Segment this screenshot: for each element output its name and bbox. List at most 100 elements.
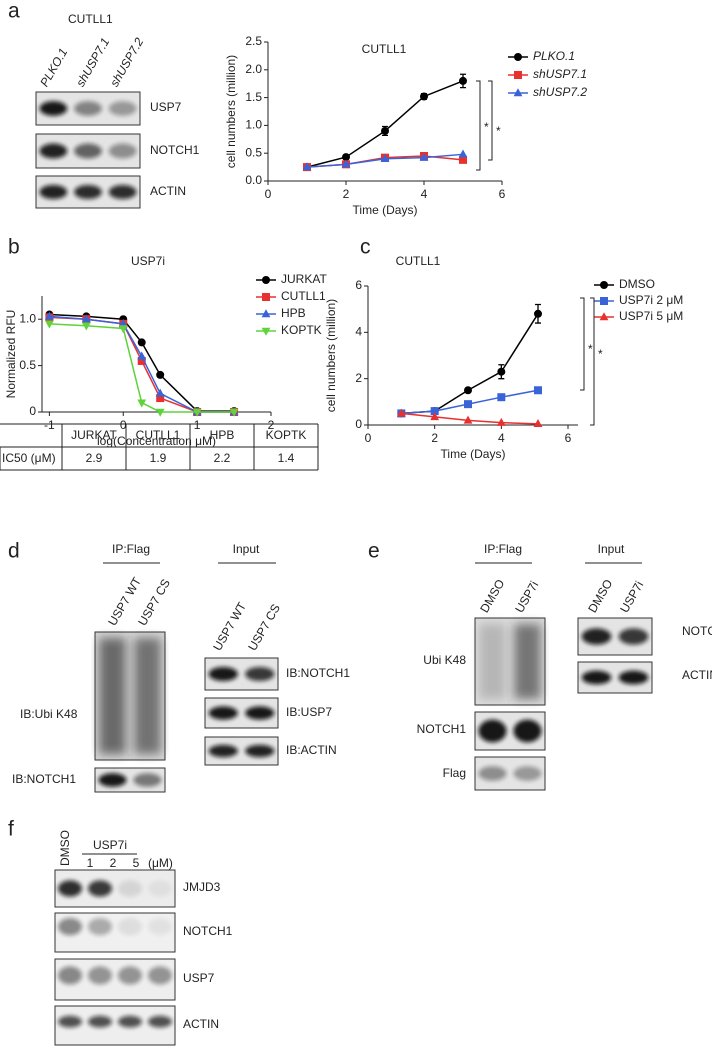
blot-label: USP7 xyxy=(150,100,182,114)
marker xyxy=(262,293,270,301)
legend-label: DMSO xyxy=(619,277,655,291)
blot-band xyxy=(245,706,275,720)
blot-label: IB:NOTCH1 xyxy=(286,666,350,680)
marker xyxy=(458,149,468,158)
marker xyxy=(430,407,439,416)
blot-band xyxy=(98,773,127,787)
blot-band xyxy=(58,918,82,936)
blot-band xyxy=(88,918,112,936)
table-cell: 2.2 xyxy=(214,451,231,465)
marker xyxy=(497,367,506,376)
legend-label: shUSP7.2 xyxy=(533,85,587,99)
table-header: KOPTK xyxy=(266,428,307,442)
blot-label: IB:Ubi K48 xyxy=(20,707,78,721)
x-tick-label: 0 xyxy=(365,431,372,445)
y-axis-label: cell numbers (million) xyxy=(224,55,238,168)
significance-mark: * xyxy=(588,342,593,356)
blot-band xyxy=(108,184,137,200)
legend-label: PLKO.1 xyxy=(533,49,575,63)
dose-label: 1 xyxy=(87,856,94,870)
blot-label: JMJD3 xyxy=(183,880,221,894)
blot-smear xyxy=(99,638,126,754)
marker xyxy=(155,408,165,417)
chart-title: CUTLL1 xyxy=(362,42,407,56)
blot-label: IB:NOTCH1 xyxy=(12,772,76,786)
lane-label: shUSP7.1 xyxy=(73,35,112,89)
blot-band xyxy=(245,744,275,758)
marker xyxy=(302,162,312,171)
marker xyxy=(464,386,472,395)
table-row-label: IC50 (μM) xyxy=(2,451,56,465)
blot-band xyxy=(581,628,612,645)
group-heading: IP:Flag xyxy=(112,542,150,556)
blot-band xyxy=(148,918,172,936)
blot-band xyxy=(513,719,542,743)
blot-label: USP7 xyxy=(183,971,215,985)
x-axis-label: Time (Days) xyxy=(441,447,506,461)
panel-letter: d xyxy=(8,540,20,563)
panel-letter: e xyxy=(368,540,380,563)
blot-label: NOTCH1 xyxy=(150,143,200,157)
blot-band xyxy=(618,628,649,645)
significance-bracket xyxy=(488,80,493,161)
marker xyxy=(380,153,390,162)
x-axis-label: log(Concentration μM) xyxy=(97,434,216,448)
blot-band xyxy=(74,101,102,116)
x-tick-label: 2 xyxy=(343,187,350,201)
blot-band xyxy=(58,1015,82,1028)
marker xyxy=(599,312,609,321)
significance-bracket xyxy=(590,297,595,426)
blot-band xyxy=(581,670,612,685)
significance-mark: * xyxy=(598,347,603,361)
marker xyxy=(497,393,506,402)
blot-band xyxy=(118,966,142,985)
marker xyxy=(533,419,543,428)
blot-smear xyxy=(479,624,506,699)
table-cell: 1.9 xyxy=(150,451,167,465)
blot-label: NOTCH1 xyxy=(417,722,467,736)
blot-label: NOTCH1 xyxy=(183,924,233,938)
lane-label: USP7 WT xyxy=(210,599,249,653)
y-tick-label: 0.0 xyxy=(245,173,262,187)
lane-label: shUSP7.2 xyxy=(107,35,146,89)
legend-label: HPB xyxy=(281,306,306,320)
marker xyxy=(396,408,406,417)
blot-band xyxy=(148,1015,172,1028)
lane-label: PLKO.1 xyxy=(37,46,70,89)
y-tick-label: 0.5 xyxy=(19,358,36,372)
y-tick-label: 1.0 xyxy=(245,118,262,132)
blot-band xyxy=(74,143,102,159)
y-axis-label: Normalized RFU xyxy=(4,310,18,399)
legend-label: JURKAT xyxy=(281,272,327,286)
legend-label: KOPTK xyxy=(281,323,322,337)
legend-label: USP7i 5 μM xyxy=(619,309,683,323)
marker xyxy=(381,126,389,135)
panel-letter: c xyxy=(360,236,371,259)
blot-band xyxy=(108,101,137,116)
marker xyxy=(341,159,351,168)
marker xyxy=(261,327,271,336)
group-heading: Input xyxy=(598,542,625,556)
marker xyxy=(430,412,440,421)
x-tick-label: 0 xyxy=(265,187,272,201)
blot-band xyxy=(58,966,82,985)
blot-band xyxy=(133,773,162,787)
blot-band xyxy=(39,143,68,159)
y-tick-label: 0.5 xyxy=(245,145,262,159)
significance-bracket xyxy=(580,297,585,391)
blot-label: ACTIN xyxy=(183,1017,219,1031)
marker xyxy=(600,281,608,289)
marker xyxy=(44,320,54,329)
blot-band xyxy=(88,966,112,985)
blot-label: NOTCH1 xyxy=(682,624,712,638)
marker xyxy=(137,356,146,365)
group-heading: Input xyxy=(233,542,260,556)
blot-band xyxy=(148,880,172,897)
marker xyxy=(156,394,165,403)
blot-label: Ubi K48 xyxy=(423,653,466,667)
y-tick-label: 0 xyxy=(29,404,36,418)
marker xyxy=(514,71,522,79)
table-cell: 1.4 xyxy=(278,451,295,465)
marker xyxy=(156,370,165,379)
